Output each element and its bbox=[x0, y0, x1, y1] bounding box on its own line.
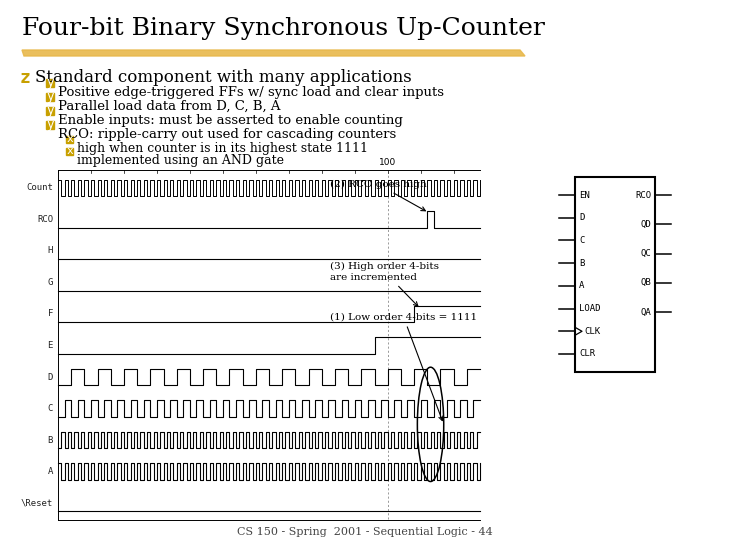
Text: C: C bbox=[47, 404, 53, 413]
Text: H: H bbox=[47, 246, 53, 255]
Text: B: B bbox=[579, 259, 585, 267]
Text: y: y bbox=[46, 104, 54, 117]
Text: (2) RCO goes high: (2) RCO goes high bbox=[330, 180, 427, 211]
Text: D: D bbox=[47, 373, 53, 382]
Bar bbox=[66, 148, 73, 155]
Text: x: x bbox=[66, 147, 73, 156]
Text: RCO: RCO bbox=[635, 190, 651, 200]
Text: (3) High order 4-bits
are incremented: (3) High order 4-bits are incremented bbox=[330, 262, 439, 306]
Text: EN: EN bbox=[579, 190, 590, 200]
Polygon shape bbox=[22, 50, 525, 56]
Text: CS 150 - Spring  2001 - Sequential Logic - 44: CS 150 - Spring 2001 - Sequential Logic … bbox=[237, 527, 493, 537]
Bar bbox=[46, 121, 54, 129]
Text: CLK: CLK bbox=[584, 327, 600, 336]
Text: D: D bbox=[579, 213, 585, 222]
Text: G: G bbox=[47, 278, 53, 287]
Text: RCO: RCO bbox=[37, 215, 53, 224]
Text: B: B bbox=[47, 435, 53, 445]
Text: implemented using an AND gate: implemented using an AND gate bbox=[77, 154, 284, 167]
Text: y: y bbox=[46, 76, 54, 89]
Text: RCO: ripple-carry out used for cascading counters: RCO: ripple-carry out used for cascading… bbox=[58, 128, 396, 141]
Text: E: E bbox=[47, 341, 53, 350]
Bar bbox=[66, 136, 73, 143]
Text: A: A bbox=[47, 467, 53, 476]
Bar bbox=[46, 79, 54, 87]
Text: Standard component with many applications: Standard component with many application… bbox=[35, 69, 412, 86]
Bar bbox=[46, 107, 54, 115]
Bar bbox=[575, 177, 655, 372]
Text: \Reset: \Reset bbox=[20, 499, 53, 508]
Text: x: x bbox=[66, 135, 73, 144]
Text: high when counter is in its highest state 1111: high when counter is in its highest stat… bbox=[77, 142, 368, 155]
Text: z: z bbox=[20, 69, 31, 87]
Text: y: y bbox=[46, 118, 54, 131]
Text: LOAD: LOAD bbox=[579, 304, 601, 313]
Text: Count: Count bbox=[26, 183, 53, 193]
Text: Enable inputs: must be asserted to enable counting: Enable inputs: must be asserted to enabl… bbox=[58, 114, 403, 127]
Bar bbox=[46, 93, 54, 101]
Text: 100: 100 bbox=[379, 158, 396, 167]
Text: (1) Low order 4-bits = 1111: (1) Low order 4-bits = 1111 bbox=[330, 312, 477, 421]
Text: Four-bit Binary Synchronous Up-Counter: Four-bit Binary Synchronous Up-Counter bbox=[22, 17, 545, 40]
Text: C: C bbox=[579, 236, 585, 245]
Text: Positive edge-triggered FFs w/ sync load and clear inputs: Positive edge-triggered FFs w/ sync load… bbox=[58, 86, 444, 99]
Text: CLR: CLR bbox=[579, 350, 595, 358]
Text: QB: QB bbox=[640, 278, 651, 287]
Text: QA: QA bbox=[640, 307, 651, 317]
Text: F: F bbox=[47, 310, 53, 318]
Text: Parallel load data from D, C, B, A: Parallel load data from D, C, B, A bbox=[58, 100, 280, 113]
Text: A: A bbox=[579, 281, 585, 290]
Text: y: y bbox=[46, 90, 54, 103]
Text: QC: QC bbox=[640, 249, 651, 258]
Text: QD: QD bbox=[640, 220, 651, 229]
